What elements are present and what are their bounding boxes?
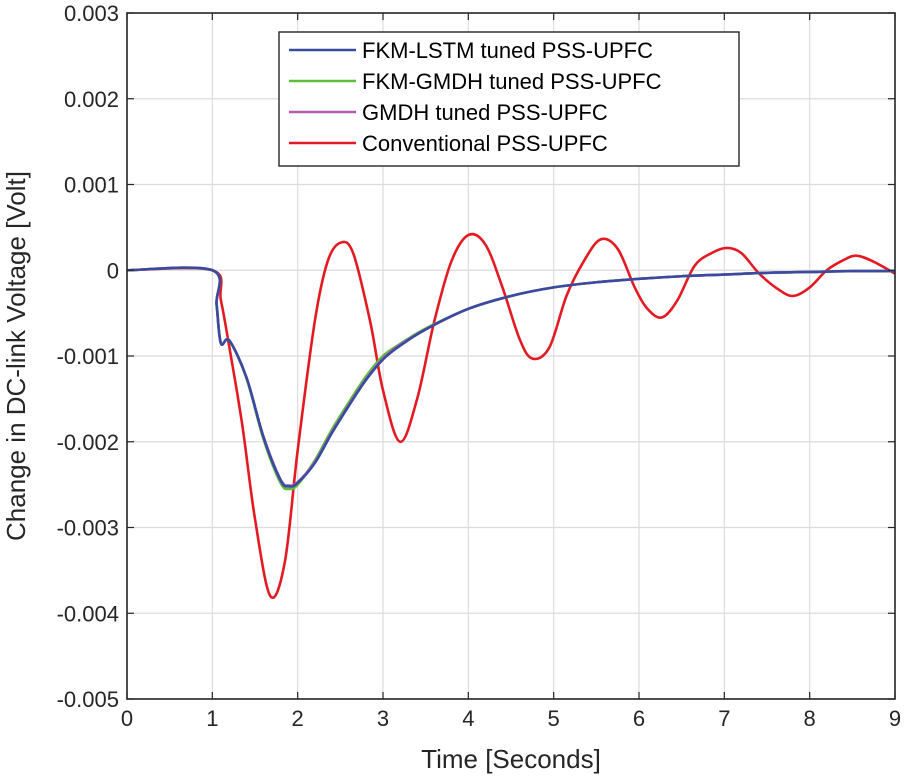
legend: FKM-LSTM tuned PSS-UPFC FKM-GMDH tuned PS… [278, 31, 740, 167]
x-axis-title: Time [Seconds] [421, 744, 601, 774]
x-tick-label: 0 [121, 706, 133, 731]
x-tick-label: 3 [377, 706, 389, 731]
x-tick-label: 6 [633, 706, 645, 731]
y-tick-label: -0.001 [57, 344, 119, 369]
legend-label-4: Conventional PSS-UPFC [362, 131, 608, 156]
series-line-1 [126, 266, 896, 488]
x-tick-label: 4 [462, 706, 474, 731]
legend-label-3: GMDH tuned PSS-UPFC [362, 100, 608, 125]
y-tick-label: -0.002 [57, 430, 119, 455]
x-tick-label: 5 [548, 706, 560, 731]
series-line-4 [126, 232, 896, 599]
x-tick-label: 9 [889, 706, 901, 731]
y-tick-label: 0.003 [64, 1, 119, 26]
y-tick-label: -0.005 [57, 687, 119, 712]
tick-layer [126, 12, 896, 700]
y-tick-label: -0.003 [57, 516, 119, 541]
y-tick-label: 0 [107, 258, 119, 283]
x-tick-labels: 0 1 2 3 4 5 6 7 8 9 [121, 706, 901, 731]
x-tick-label: 2 [292, 706, 304, 731]
y-tick-label: 0.002 [64, 87, 119, 112]
y-axis-title: Change in DC-link Voltage [Volt] [1, 171, 31, 541]
y-tick-label: -0.004 [57, 601, 119, 626]
series-layer [126, 232, 896, 599]
y-tick-label: 0.001 [64, 173, 119, 198]
y-tick-labels: -0.005 -0.004 -0.003 -0.002 -0.001 0 0.001 0.00… [57, 1, 119, 712]
x-tick-label: 7 [718, 706, 730, 731]
legend-label-1: FKM-LSTM tuned PSS-UPFC [362, 38, 653, 63]
legend-label-2: FKM-GMDH tuned PSS-UPFC [362, 69, 662, 94]
x-tick-label: 1 [206, 706, 218, 731]
x-tick-label: 8 [804, 706, 816, 731]
